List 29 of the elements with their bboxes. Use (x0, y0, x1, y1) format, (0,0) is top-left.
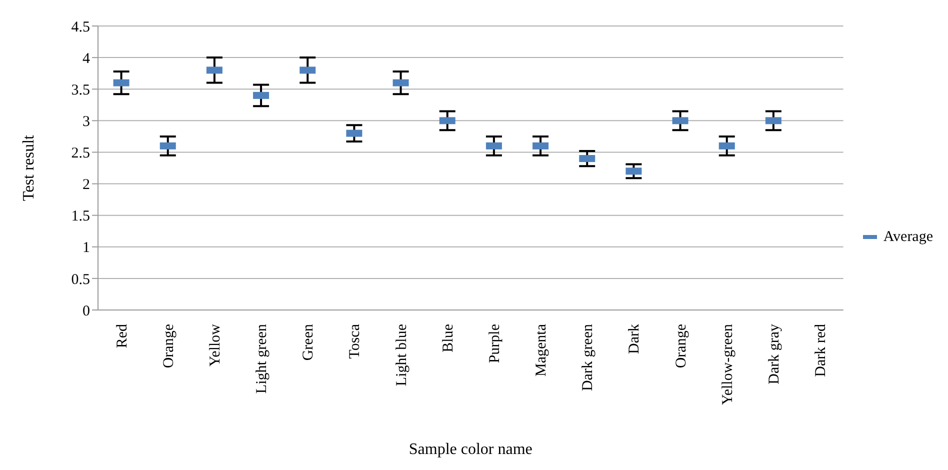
x-tick-label: Dark (626, 324, 643, 354)
x-tick-label: Blue (440, 324, 456, 352)
legend-label: Average (883, 228, 933, 246)
y-tick-label: 0 (82, 303, 90, 320)
x-tick-label: Yellow (207, 324, 224, 367)
x-tick-label: Orange (160, 324, 177, 368)
y-tick-label: 1.5 (71, 208, 90, 225)
x-tick-label: Orange (673, 324, 690, 368)
y-tick-label: 1 (82, 240, 90, 256)
y-axis-title: Test result (20, 134, 38, 201)
y-tick-label: 0.5 (71, 272, 90, 288)
x-tick-label: Purple (486, 324, 503, 364)
x-tick-label: Green (300, 324, 317, 361)
x-tick-label: Tosca (347, 324, 364, 359)
y-tick-label: 4 (82, 50, 90, 67)
x-tick-label: Yellow-green (720, 324, 736, 405)
x-tick-label: Light blue (394, 324, 410, 386)
x-tick-label: Dark green (580, 324, 596, 392)
y-tick-label: 3.5 (71, 82, 90, 98)
y-tick-label: 3 (82, 114, 90, 130)
x-tick-label: Dark red (813, 324, 830, 377)
y-tick-label: 4.5 (71, 19, 90, 36)
x-tick-label: Magenta (534, 324, 550, 376)
y-tick-label: 2 (82, 177, 90, 194)
x-tick-label: Red (114, 324, 130, 348)
x-tick-label: Dark gray (766, 324, 782, 384)
x-axis-title: Sample color name (408, 441, 532, 458)
y-tick-label: 2.5 (71, 146, 90, 162)
x-tick-label: Light green (254, 324, 270, 394)
